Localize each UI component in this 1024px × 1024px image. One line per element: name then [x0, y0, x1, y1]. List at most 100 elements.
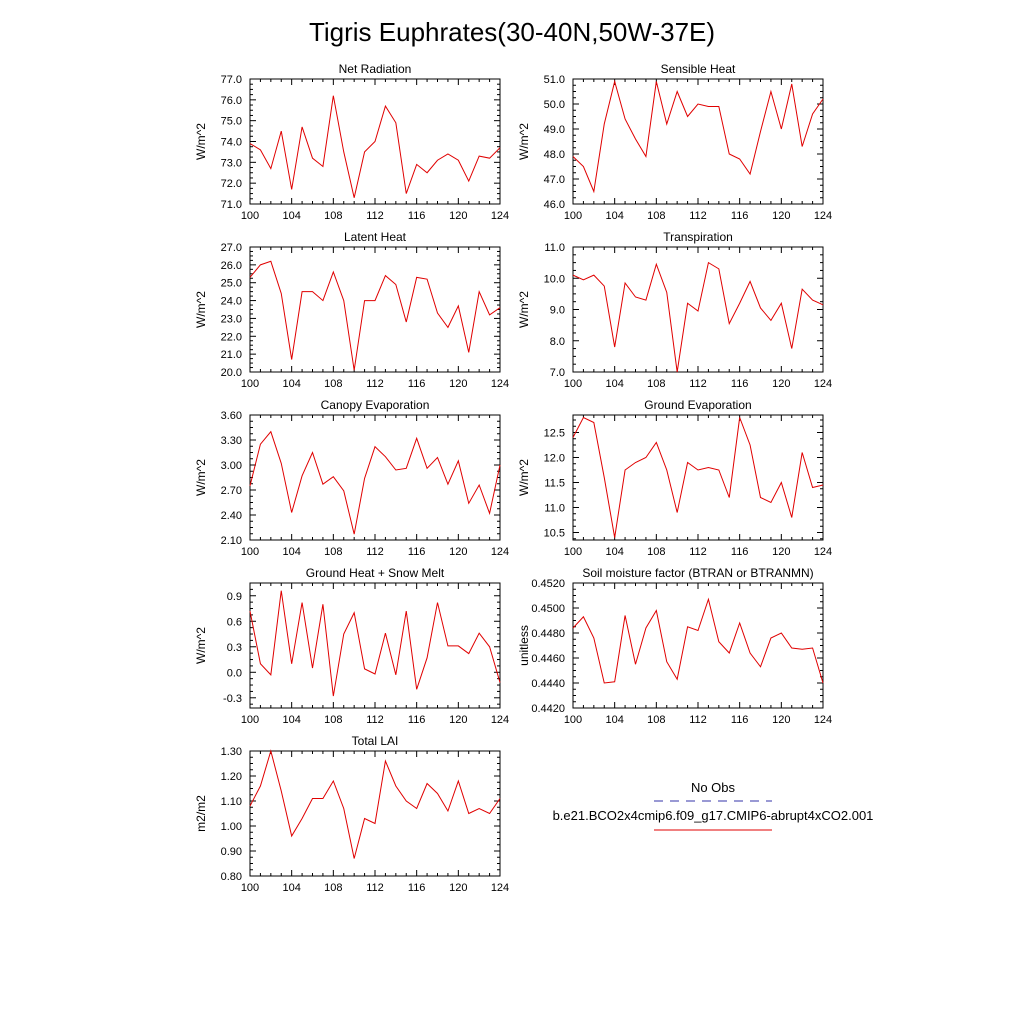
data-point: [583, 417, 584, 418]
data-point: [687, 462, 688, 463]
y-tick-label: 0.4420: [531, 703, 565, 715]
data-point: [802, 452, 803, 453]
data-point: [374, 673, 375, 674]
data-point: [249, 805, 250, 806]
data-point: [687, 303, 688, 304]
y-tick-label: 27.0: [221, 242, 242, 254]
data-point: [604, 285, 605, 286]
y-tick-label: 1.00: [221, 821, 242, 833]
data-point: [426, 172, 427, 173]
data-point: [614, 346, 615, 347]
data-point: [447, 327, 448, 328]
data-point: [677, 371, 678, 372]
data-point: [333, 695, 334, 696]
y-axis-label: W/m^2: [517, 459, 531, 496]
y-axis-label: m2/m2: [194, 795, 208, 832]
data-point: [770, 320, 771, 321]
data-point: [604, 682, 605, 683]
data-point: [281, 130, 282, 131]
y-tick-label: 0.6: [227, 616, 242, 628]
data-point: [656, 442, 657, 443]
data-point: [583, 166, 584, 167]
data-point: [729, 652, 730, 653]
data-point: [406, 193, 407, 194]
panel-5: Ground Evaporation 100 104 108 112 116 120 124 1…: [517, 398, 832, 558]
data-point: [333, 271, 334, 272]
data-point: [416, 808, 417, 809]
panel-title: Soil moisture factor (BTRAN or BTRANMN): [582, 566, 813, 580]
data-point: [281, 293, 282, 294]
data-point: [697, 630, 698, 631]
y-tick-label: 75.0: [221, 116, 242, 128]
x-tick-label: 120: [772, 714, 790, 726]
data-point: [718, 469, 719, 470]
y-tick-label: 21.0: [221, 349, 242, 361]
y-axis-label: W/m^2: [517, 291, 531, 328]
series-line: [249, 749, 501, 859]
x-tick-label: 120: [772, 546, 790, 558]
x-tick-label: 112: [366, 378, 384, 390]
x-tick-label: 120: [449, 210, 467, 222]
data-point: [249, 485, 250, 486]
y-tick-label: 73.0: [221, 157, 242, 169]
data-point: [479, 155, 480, 156]
x-tick-label: 120: [772, 210, 790, 222]
x-tick-label: 108: [324, 714, 342, 726]
x-tick-label: 124: [491, 882, 509, 894]
data-point: [812, 487, 813, 488]
data-point: [739, 417, 740, 418]
data-point: [270, 261, 271, 262]
x-tick-label: 100: [241, 378, 259, 390]
data-point: [447, 153, 448, 154]
data-point: [583, 279, 584, 280]
x-tick-label: 108: [647, 714, 665, 726]
data-point: [312, 452, 313, 453]
data-point: [697, 310, 698, 311]
x-tick-label: 116: [731, 714, 749, 726]
data-point: [749, 281, 750, 282]
legend: No Obs b.e21.BCO2x4cmip6.f09_g17.CMIP6-a…: [553, 780, 873, 831]
data-point: [489, 646, 490, 647]
x-tick-label: 120: [449, 882, 467, 894]
data-point: [718, 268, 719, 269]
x-tick-label: 120: [449, 546, 467, 558]
data-point: [697, 469, 698, 470]
data-point: [291, 512, 292, 513]
data-point: [791, 348, 792, 349]
data-point: [301, 291, 302, 292]
y-tick-label: 0.4520: [531, 578, 565, 590]
data-point: [812, 647, 813, 648]
data-point: [406, 468, 407, 469]
series-line: [249, 260, 501, 371]
data-point: [614, 81, 615, 82]
x-tick-label: 124: [491, 210, 509, 222]
data-point: [447, 645, 448, 646]
x-tick-label: 100: [241, 210, 259, 222]
series-line: [249, 590, 501, 697]
x-tick-label: 116: [731, 210, 749, 222]
y-axis-label: W/m^2: [194, 459, 208, 496]
series-line: [249, 95, 501, 198]
y-tick-label: 71.0: [221, 199, 242, 211]
x-tick-label: 100: [241, 882, 259, 894]
y-axis-label: W/m^2: [194, 627, 208, 664]
data-point: [593, 191, 594, 192]
data-point: [802, 289, 803, 290]
data-point: [635, 462, 636, 463]
data-point: [447, 810, 448, 811]
data-point: [822, 304, 823, 305]
panel-1: Sensible Heat 100 104 108 112 116 120 124 46.0 47…: [517, 62, 832, 222]
x-tick-label: 104: [605, 546, 623, 558]
data-point: [281, 463, 282, 464]
y-tick-label: 1.30: [221, 746, 242, 758]
data-point: [802, 146, 803, 147]
panel-8: Total LAI 100 104 108 112 116 120 124 0.80 0.90 1.…: [194, 734, 509, 894]
y-tick-label: 22.0: [221, 331, 242, 343]
x-tick-label: 104: [605, 378, 623, 390]
data-point: [333, 780, 334, 781]
data-point: [364, 668, 365, 669]
data-point: [499, 682, 500, 683]
x-tick-label: 124: [814, 714, 832, 726]
data-point: [270, 750, 271, 751]
data-point: [395, 674, 396, 675]
